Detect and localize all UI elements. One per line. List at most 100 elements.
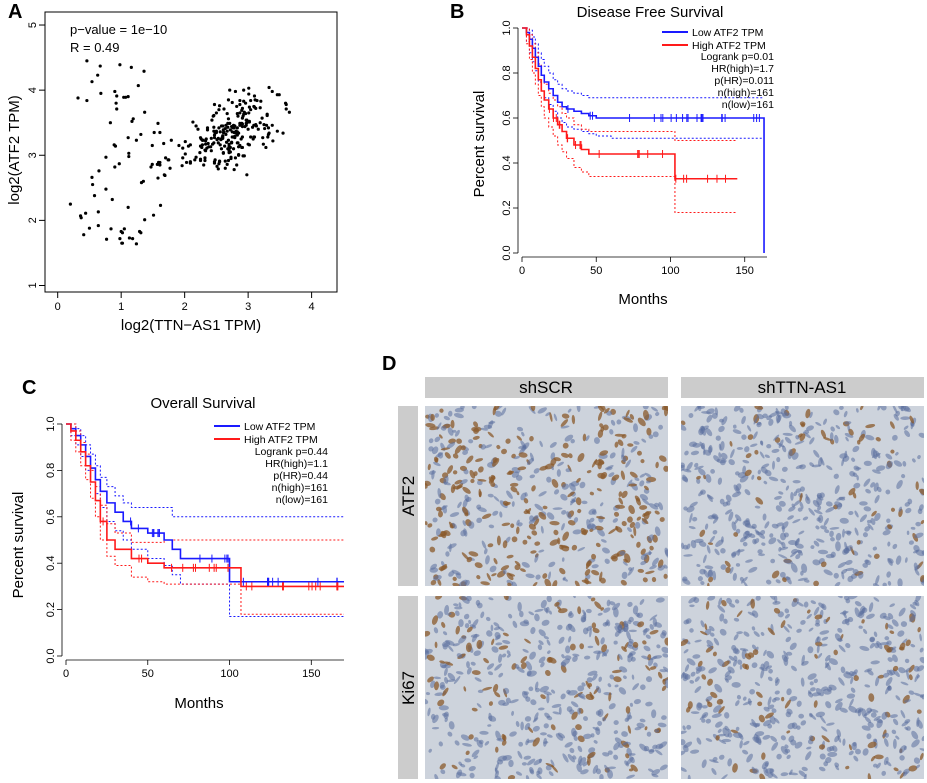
data-point bbox=[127, 236, 132, 240]
stained-nucleus bbox=[492, 406, 497, 416]
stained-nucleus bbox=[533, 518, 540, 527]
nucleus bbox=[625, 459, 632, 468]
stained-nucleus bbox=[627, 443, 634, 447]
nucleus bbox=[845, 598, 851, 604]
stained-nucleus bbox=[481, 513, 492, 519]
data-point bbox=[219, 147, 224, 151]
stained-nucleus bbox=[544, 578, 552, 586]
stained-nucleus bbox=[729, 440, 733, 447]
stained-nucleus bbox=[505, 438, 511, 444]
micrograph-ki67-shttn-as1 bbox=[681, 596, 924, 779]
nucleus bbox=[775, 579, 781, 584]
nucleus bbox=[809, 437, 815, 445]
stained-nucleus bbox=[681, 420, 686, 426]
nucleus bbox=[689, 604, 695, 608]
data-point bbox=[266, 126, 271, 130]
stained-nucleus bbox=[435, 506, 442, 512]
nucleus bbox=[872, 546, 877, 551]
data-point bbox=[238, 123, 242, 127]
nucleus bbox=[689, 512, 693, 524]
nucleus bbox=[540, 525, 544, 534]
stained-nucleus bbox=[507, 775, 516, 779]
nucleus bbox=[468, 521, 475, 529]
y-tick-label: 1 bbox=[27, 282, 39, 288]
nucleus bbox=[759, 529, 766, 536]
panel-label-b: B bbox=[450, 1, 464, 23]
nucleus bbox=[626, 630, 632, 641]
data-point bbox=[238, 102, 242, 107]
nucleus bbox=[747, 698, 752, 706]
stained-nucleus bbox=[594, 601, 602, 610]
nucleus bbox=[685, 618, 692, 624]
nucleus bbox=[641, 438, 647, 443]
nucleus bbox=[686, 724, 692, 730]
stained-nucleus bbox=[594, 525, 604, 531]
nucleus bbox=[713, 705, 722, 713]
nucleus bbox=[567, 408, 572, 413]
nucleus bbox=[434, 773, 439, 779]
nucleus bbox=[698, 468, 706, 476]
nucleus bbox=[607, 683, 612, 688]
stained-nucleus bbox=[621, 646, 627, 652]
nucleus bbox=[553, 413, 558, 422]
nucleus bbox=[539, 732, 547, 736]
nucleus bbox=[718, 739, 727, 745]
micrograph-atf2-shttn-as1 bbox=[681, 406, 924, 586]
nucleus bbox=[480, 611, 485, 619]
data-point bbox=[262, 123, 266, 127]
data-point bbox=[209, 149, 213, 153]
nucleus bbox=[476, 517, 483, 524]
nucleus bbox=[735, 563, 741, 567]
nucleus bbox=[558, 706, 562, 715]
stained-nucleus bbox=[725, 566, 731, 574]
stained-nucleus bbox=[581, 529, 589, 535]
nucleus bbox=[720, 774, 728, 779]
nucleus bbox=[770, 735, 778, 742]
nucleus bbox=[916, 717, 920, 727]
nucleus bbox=[781, 541, 786, 549]
stained-nucleus bbox=[561, 413, 570, 419]
nucleus bbox=[636, 722, 645, 728]
tissue-background bbox=[425, 406, 668, 586]
nucleus bbox=[885, 489, 891, 495]
nucleus bbox=[866, 707, 873, 713]
nucleus bbox=[849, 698, 854, 707]
stained-nucleus bbox=[821, 735, 830, 743]
nucleus bbox=[758, 553, 766, 557]
data-point bbox=[266, 135, 270, 139]
stained-nucleus bbox=[532, 737, 540, 747]
nucleus bbox=[561, 510, 567, 515]
nucleus bbox=[900, 406, 905, 412]
nucleus bbox=[657, 565, 665, 571]
stained-nucleus bbox=[640, 459, 645, 464]
nucleus bbox=[681, 730, 687, 735]
stained-nucleus bbox=[813, 700, 818, 708]
data-point bbox=[236, 114, 240, 118]
stained-nucleus bbox=[873, 553, 880, 559]
data-point bbox=[184, 160, 189, 165]
data-point bbox=[223, 126, 227, 131]
nucleus bbox=[457, 501, 462, 509]
stained-nucleus bbox=[474, 562, 483, 569]
stained-nucleus bbox=[539, 465, 548, 471]
nucleus bbox=[446, 442, 456, 449]
nucleus bbox=[858, 571, 864, 579]
tissue-texture bbox=[681, 406, 924, 586]
stained-nucleus bbox=[462, 506, 469, 515]
nucleus bbox=[440, 561, 445, 567]
nucleus bbox=[785, 711, 792, 718]
nucleus bbox=[562, 753, 569, 763]
nucleus bbox=[639, 493, 649, 501]
data-point bbox=[265, 112, 269, 116]
column-header-bg-shscr bbox=[425, 377, 668, 398]
stained-nucleus bbox=[584, 568, 591, 576]
nucleus bbox=[600, 539, 607, 543]
nucleus bbox=[538, 758, 542, 764]
nucleus bbox=[631, 674, 635, 680]
nucleus bbox=[752, 768, 759, 775]
data-point bbox=[194, 155, 198, 159]
stained-nucleus bbox=[465, 750, 470, 756]
stained-nucleus bbox=[644, 726, 648, 731]
nucleus bbox=[684, 450, 689, 456]
nucleus bbox=[885, 760, 892, 767]
